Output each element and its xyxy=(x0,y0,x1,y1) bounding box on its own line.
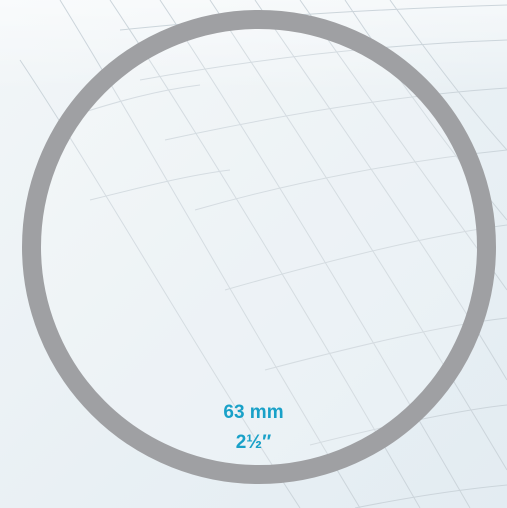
size-metric-label: 63 mm xyxy=(223,402,284,423)
size-imperial-label: 2½″ xyxy=(235,432,272,453)
